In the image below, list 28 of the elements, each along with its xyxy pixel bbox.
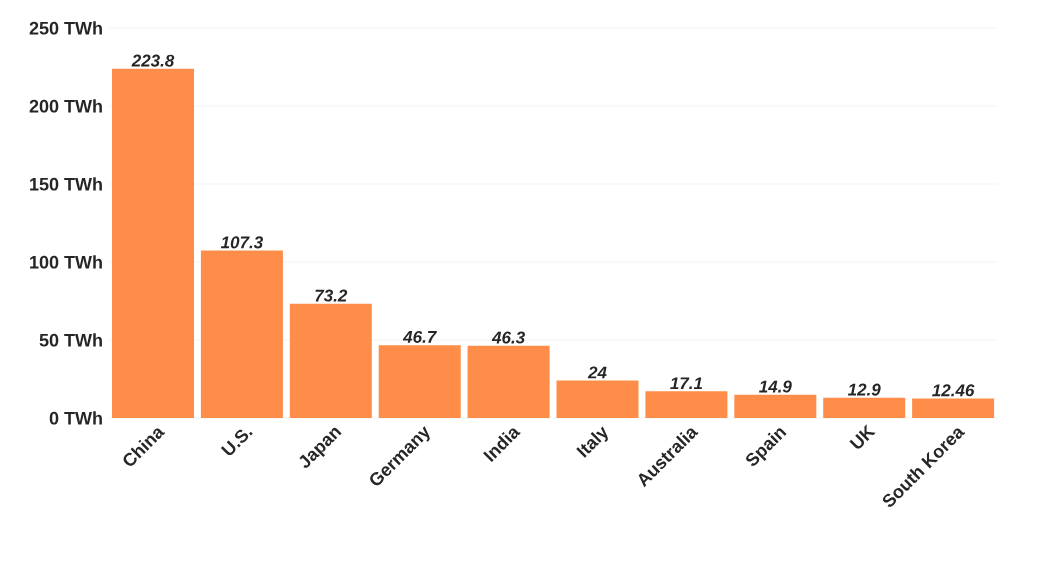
data-label: 24 [587,366,607,379]
data-label: 107.3 [220,236,263,249]
bar [467,345,550,418]
y-tick-label: 250 TWh [29,21,102,35]
y-tick-label: 200 TWh [29,99,102,113]
data-label: 12.9 [847,383,881,396]
data-label: 46.3 [491,331,525,344]
y-tick-label: 150 TWh [30,177,102,191]
data-label: 46.7 [402,330,437,343]
x-tick-label: UK [849,424,876,449]
bar [556,380,639,418]
bar [112,68,195,418]
bar [289,303,372,418]
y-tick-label: 50 TWh [39,333,102,347]
x-tick-label: U.S. [220,429,253,456]
y-tick-label: 0 TWh [49,411,102,425]
data-label: 12.46 [932,384,975,397]
data-label: 223.8 [131,54,175,67]
bar [734,394,817,418]
data-label: 73.2 [315,289,348,302]
bar [912,398,995,418]
data-label: 14.9 [759,380,792,393]
data-label: 17.1 [670,377,703,390]
y-tick-label: 100 TWh [30,255,102,269]
bar [823,397,906,418]
bar [378,345,461,418]
bar [645,391,728,418]
bar [200,250,283,418]
